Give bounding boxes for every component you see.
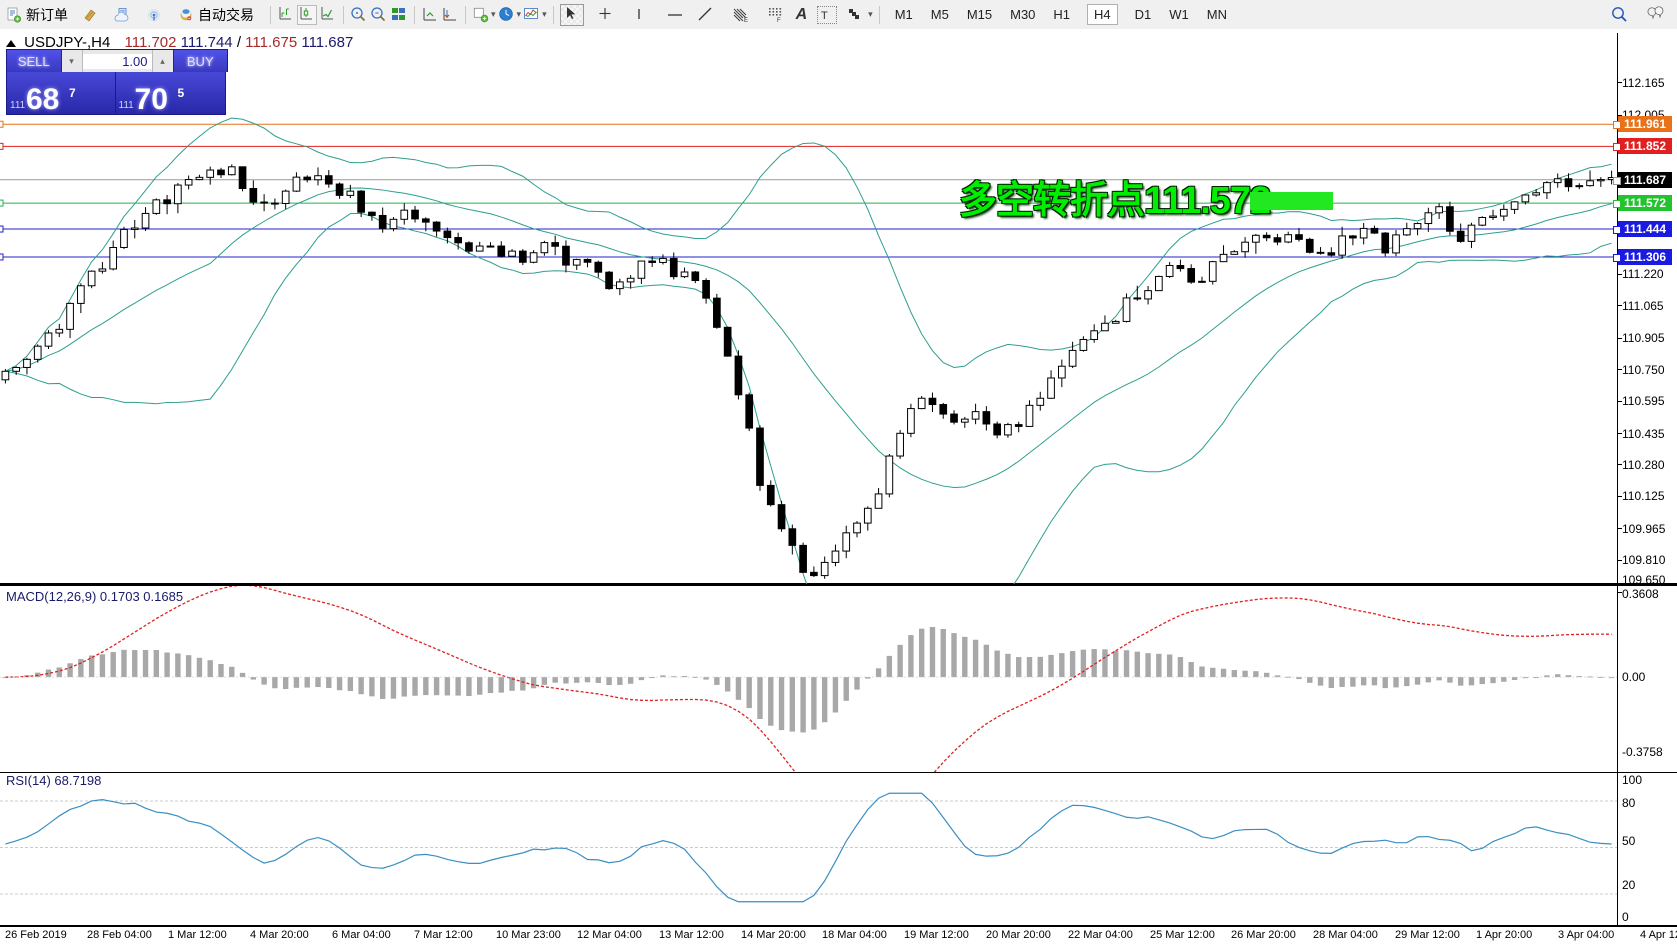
svg-text:F: F <box>777 18 781 24</box>
svg-text:E: E <box>744 18 748 24</box>
svg-text:T: T <box>821 10 828 22</box>
